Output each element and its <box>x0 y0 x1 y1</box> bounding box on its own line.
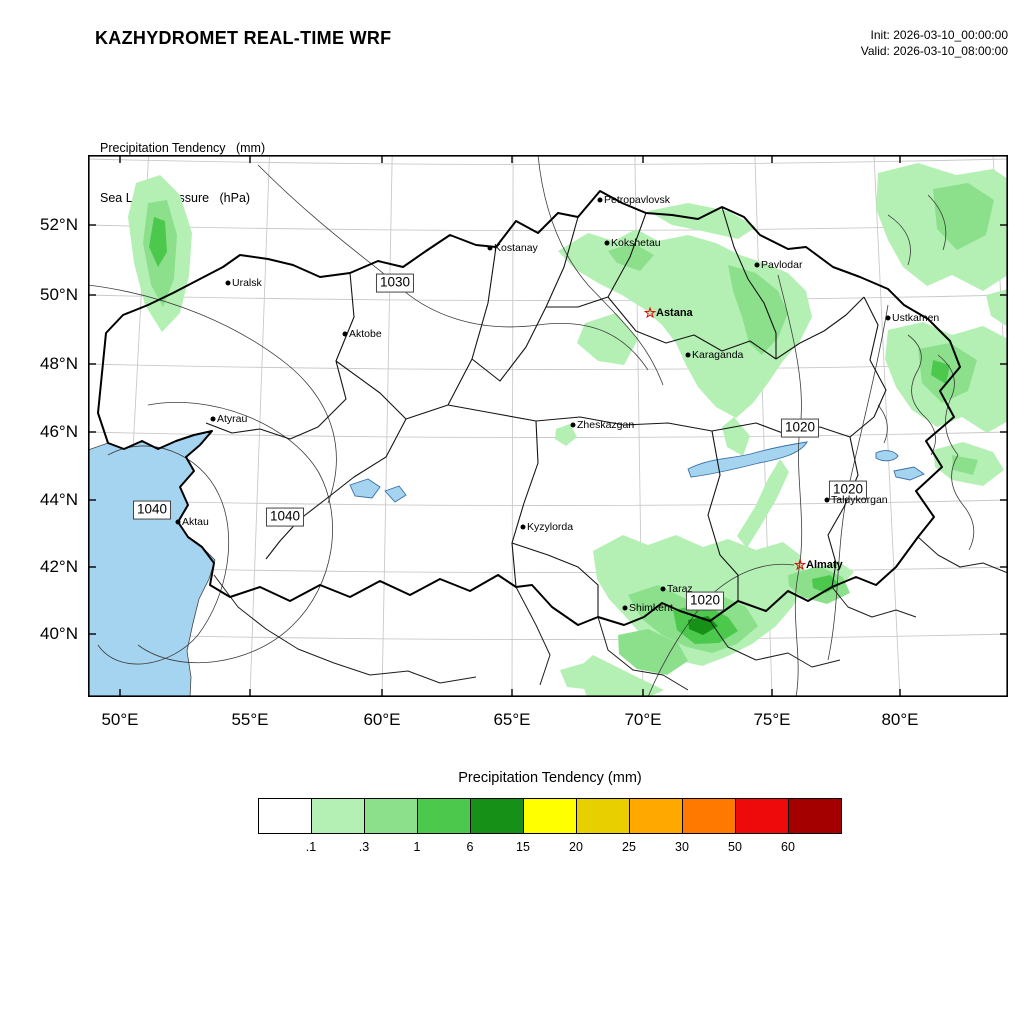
valid-time: Valid: 2026-03-10_08:00:00 <box>860 43 1008 58</box>
city-label: Pavlodar <box>761 259 803 271</box>
lat-tick-label: 40°N <box>40 624 78 643</box>
legend-color-swatch <box>629 798 683 834</box>
map-canvas <box>88 155 1008 697</box>
city-label: Kyzylorda <box>527 521 574 533</box>
legend-tick-label: .1 <box>305 840 317 854</box>
pressure-label: 1030 <box>375 273 415 293</box>
legend-tick-label: 30 <box>675 840 689 854</box>
neighbor-country-borders <box>213 536 1008 691</box>
city-dot-icon <box>622 605 628 611</box>
lat-tick-label: 52°N <box>40 215 78 234</box>
legend-tick-labels: .1 .3 1 6 15 20 25 30 50 60 <box>258 840 842 858</box>
lon-tick-label: 70°E <box>624 710 662 729</box>
lon-tick-label: 80°E <box>881 710 919 729</box>
lon-tick-label: 75°E <box>753 710 791 729</box>
city-label: Kokshetau <box>611 237 661 249</box>
map: 1030 1020 1020 1040 1040 1020 Petropavlovsk Ko… <box>40 155 1008 729</box>
legend-title: Precipitation Tendency (mm) <box>458 770 642 786</box>
legend-tick-label: 50 <box>728 840 742 854</box>
city-label: Kostanay <box>494 242 538 254</box>
legend-tick-label: 1 <box>413 840 421 854</box>
axis-tick-marks <box>88 155 1008 697</box>
city-dot-icon <box>754 262 760 268</box>
legend-tick-label: 20 <box>569 840 583 854</box>
lon-tick-label: 60°E <box>363 710 401 729</box>
legend-color-swatch <box>311 798 365 834</box>
city-dot-icon <box>604 240 610 246</box>
init-time: Init: 2026-03-10_00:00:00 <box>870 28 1008 42</box>
legend-tick-label: 60 <box>781 840 795 854</box>
city-dot-icon <box>225 280 231 286</box>
city-label: Aktau <box>182 516 209 528</box>
legend-color-swatch <box>576 798 630 834</box>
city-label: Almaty <box>806 559 843 571</box>
legend-color-swatch <box>258 798 312 834</box>
city-label: Ustkamen <box>892 312 940 324</box>
kazakhstan-border <box>97 190 961 626</box>
lon-tick-label: 55°E <box>231 710 269 729</box>
lon-tick-label: 65°E <box>493 710 531 729</box>
legend-color-swatch <box>417 798 471 834</box>
lat-tick-label: 46°N <box>40 422 78 441</box>
city-label: Taraz <box>667 583 693 595</box>
legend-tick-label: 25 <box>622 840 636 854</box>
city-label: Taldykorgan <box>831 494 888 506</box>
field-precip-label: Precipitation Tendency (mm) <box>100 140 266 155</box>
capital-star-icon: ☆ <box>643 304 657 321</box>
city-dot-icon <box>175 519 181 525</box>
legend: Precipitation Tendency (mm) .1 .3 1 6 15 20 25… <box>258 770 842 858</box>
city-dot-icon <box>487 245 493 251</box>
pressure-label: 1040 <box>132 500 172 520</box>
city-label: Petropavlovsk <box>604 194 670 206</box>
legend-color-swatch <box>523 798 577 834</box>
city-label: Uralsk <box>232 277 262 289</box>
pressure-label: 1040 <box>265 507 305 527</box>
lat-tick-label: 48°N <box>40 354 78 373</box>
city-dot-icon <box>685 352 691 358</box>
city-label: Aktobe <box>349 328 382 340</box>
lat-tick-label: 50°N <box>40 285 78 304</box>
pressure-label: 1020 <box>685 591 725 611</box>
caspian-sea <box>88 430 216 697</box>
capital-star-icon: ☆ <box>793 556 807 573</box>
city-label: Shimkent <box>629 602 673 614</box>
legend-tick-label: .3 <box>358 840 370 854</box>
lakes <box>349 441 925 503</box>
city-dot-icon <box>885 315 891 321</box>
city-dot-icon <box>824 497 830 503</box>
legend-color-bar <box>258 798 842 834</box>
page-title: KAZHYDROMET REAL-TIME WRF <box>95 28 392 48</box>
city-dot-icon <box>660 586 666 592</box>
map-frame <box>88 155 1008 697</box>
pressure-label: 1020 <box>780 418 820 438</box>
legend-color-swatch <box>470 798 524 834</box>
city-dot-icon <box>210 416 216 422</box>
city-dot-icon <box>342 331 348 337</box>
legend-color-swatch <box>735 798 789 834</box>
city-dot-icon <box>520 524 526 530</box>
legend-color-swatch <box>682 798 736 834</box>
city-dot-icon <box>570 422 576 428</box>
legend-tick-label: 15 <box>516 840 530 854</box>
pressure-label: 1020 <box>828 480 868 500</box>
city-label: Karaganda <box>692 349 744 361</box>
city-label: Astana <box>656 307 693 319</box>
run-info: Init: 2026-03-10_00:00:00 Valid: 2026-03… <box>861 28 1008 59</box>
legend-tick-label: 6 <box>466 840 474 854</box>
city-dot-icon <box>597 197 603 203</box>
legend-color-swatch <box>364 798 418 834</box>
city-label: Atyrau <box>217 413 248 425</box>
lat-tick-label: 44°N <box>40 490 78 509</box>
city-label: Zheskazgan <box>577 419 635 431</box>
lat-tick-label: 42°N <box>40 557 78 576</box>
legend-color-swatch <box>788 798 842 834</box>
lon-tick-label: 50°E <box>101 710 139 729</box>
